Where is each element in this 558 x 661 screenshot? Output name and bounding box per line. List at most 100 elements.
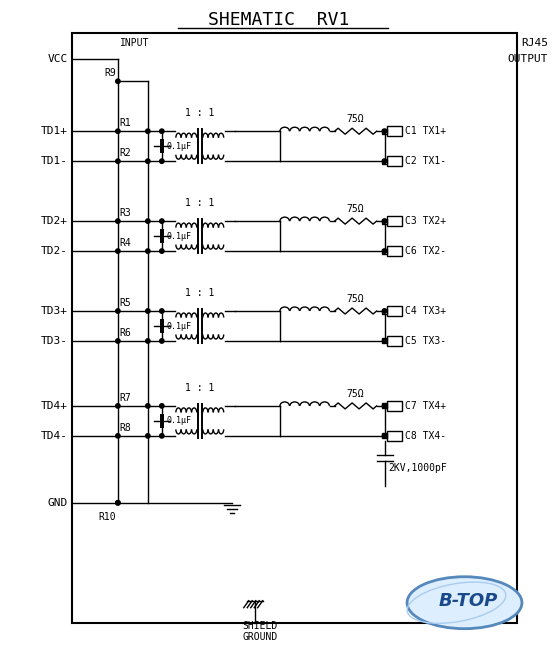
Circle shape — [160, 309, 164, 313]
Text: B-TOP: B-TOP — [439, 592, 498, 609]
Bar — [382, 434, 387, 438]
Text: R6: R6 — [120, 328, 132, 338]
Text: C2 TX1-: C2 TX1- — [405, 156, 446, 166]
Text: R3: R3 — [120, 208, 132, 218]
Text: 0.1μF: 0.1μF — [167, 321, 192, 330]
Circle shape — [382, 159, 387, 163]
Text: TD1+: TD1+ — [41, 126, 68, 136]
Text: 75Ω: 75Ω — [347, 114, 364, 124]
Text: TD2+: TD2+ — [41, 216, 68, 226]
Text: R4: R4 — [120, 238, 132, 248]
Circle shape — [382, 309, 387, 313]
Text: TD2-: TD2- — [41, 246, 68, 256]
Circle shape — [116, 339, 120, 343]
Text: R7: R7 — [120, 393, 132, 403]
Bar — [382, 159, 387, 164]
Text: R5: R5 — [120, 298, 132, 308]
Text: R2: R2 — [120, 148, 132, 158]
Circle shape — [116, 249, 120, 253]
Text: TD4-: TD4- — [41, 431, 68, 441]
Bar — [382, 249, 387, 254]
Text: GND: GND — [47, 498, 68, 508]
Text: SHEMATIC  RV1: SHEMATIC RV1 — [208, 11, 349, 29]
Circle shape — [382, 434, 387, 438]
Text: C8 TX4-: C8 TX4- — [405, 431, 446, 441]
Circle shape — [160, 219, 164, 223]
Bar — [382, 129, 387, 134]
Circle shape — [160, 339, 164, 343]
Bar — [382, 338, 387, 344]
Circle shape — [160, 404, 164, 408]
Bar — [72, 33, 517, 623]
Text: C4 TX3+: C4 TX3+ — [405, 306, 446, 316]
Bar — [382, 309, 387, 313]
Circle shape — [116, 79, 120, 83]
Bar — [387, 336, 402, 346]
Circle shape — [382, 219, 387, 223]
Text: TD3+: TD3+ — [41, 306, 68, 316]
Text: 1 : 1: 1 : 1 — [185, 383, 214, 393]
Text: R10: R10 — [98, 512, 116, 522]
Circle shape — [116, 129, 120, 134]
Circle shape — [116, 309, 120, 313]
Bar — [387, 431, 402, 441]
Bar — [387, 156, 402, 166]
Text: VCC: VCC — [47, 54, 68, 64]
Text: INPUT: INPUT — [120, 38, 149, 48]
Circle shape — [146, 159, 150, 163]
Text: SHIELD
GROUND: SHIELD GROUND — [242, 621, 277, 642]
Circle shape — [160, 159, 164, 163]
Text: 2KV,1000pF: 2KV,1000pF — [388, 463, 448, 473]
Circle shape — [146, 129, 150, 134]
Circle shape — [146, 404, 150, 408]
Bar — [387, 216, 402, 226]
Bar — [382, 219, 387, 223]
Circle shape — [160, 249, 164, 253]
Text: C5 TX3-: C5 TX3- — [405, 336, 446, 346]
Bar — [387, 306, 402, 316]
Text: R8: R8 — [120, 423, 132, 433]
Text: 1 : 1: 1 : 1 — [185, 108, 214, 118]
Text: TD4+: TD4+ — [41, 401, 68, 411]
Text: OUTPUT: OUTPUT — [507, 54, 548, 64]
Text: C6 TX2-: C6 TX2- — [405, 246, 446, 256]
Bar — [387, 401, 402, 411]
Text: 0.1μF: 0.1μF — [167, 416, 192, 426]
Circle shape — [146, 219, 150, 223]
Circle shape — [382, 249, 387, 253]
Bar — [382, 403, 387, 408]
Bar — [387, 126, 402, 136]
Circle shape — [146, 249, 150, 253]
Circle shape — [160, 129, 164, 134]
Circle shape — [116, 434, 120, 438]
Text: C3 TX2+: C3 TX2+ — [405, 216, 446, 226]
Ellipse shape — [407, 577, 522, 629]
Circle shape — [146, 339, 150, 343]
Circle shape — [160, 434, 164, 438]
Circle shape — [146, 434, 150, 438]
Circle shape — [382, 404, 387, 408]
Text: 0.1μF: 0.1μF — [167, 231, 192, 241]
Text: TD3-: TD3- — [41, 336, 68, 346]
Text: C7 TX4+: C7 TX4+ — [405, 401, 446, 411]
Text: C1 TX1+: C1 TX1+ — [405, 126, 446, 136]
Text: TD1-: TD1- — [41, 156, 68, 166]
Circle shape — [116, 500, 120, 505]
Circle shape — [382, 129, 387, 134]
Circle shape — [116, 219, 120, 223]
Text: 0.1μF: 0.1μF — [167, 141, 192, 151]
Bar — [387, 246, 402, 256]
Text: 75Ω: 75Ω — [347, 389, 364, 399]
Circle shape — [116, 159, 120, 163]
Text: 75Ω: 75Ω — [347, 204, 364, 214]
Circle shape — [116, 404, 120, 408]
Circle shape — [116, 500, 120, 505]
Text: RJ45: RJ45 — [521, 38, 549, 48]
Circle shape — [146, 309, 150, 313]
Text: R9: R9 — [104, 68, 116, 78]
Text: 75Ω: 75Ω — [347, 294, 364, 304]
Text: 1 : 1: 1 : 1 — [185, 198, 214, 208]
Circle shape — [382, 339, 387, 343]
Text: R1: R1 — [120, 118, 132, 128]
Text: 1 : 1: 1 : 1 — [185, 288, 214, 298]
